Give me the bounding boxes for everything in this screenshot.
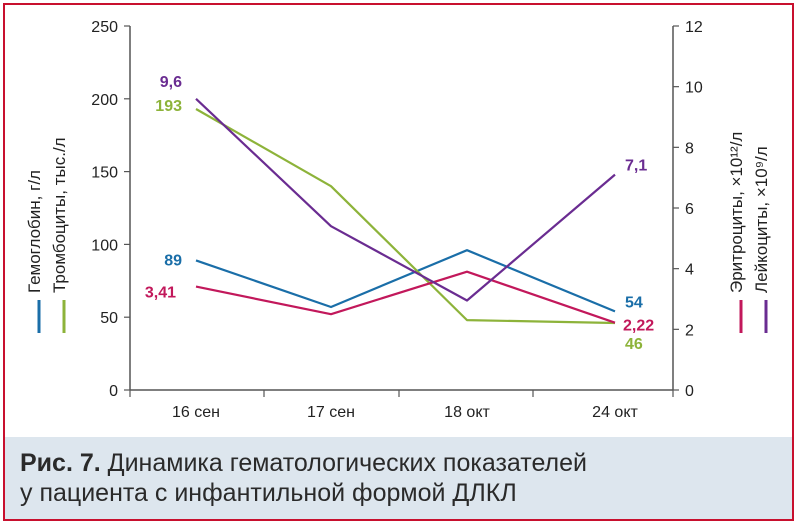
left-axis-title-platelets: Тромбоциты, тыс./л: [50, 137, 69, 293]
series-line: [195, 108, 616, 325]
right-tick-label: 0: [685, 383, 694, 400]
series-line: [195, 97, 616, 302]
left-tick-label: 150: [91, 165, 118, 182]
right-axis-title-erythrocytes: Эритроциты, ×10¹²/л: [727, 132, 746, 293]
series-line: [195, 270, 616, 324]
left-axis-title-hemoglobin: Гемоглобин, г/л: [25, 170, 44, 293]
right-axis-title-leukocytes: Лейкоциты, ×10⁹/л: [752, 146, 771, 293]
caption-figure-number: Рис. 7.: [20, 449, 101, 477]
x-tick-label: 17 сен: [307, 404, 355, 421]
data-label: 7,1: [625, 158, 647, 175]
right-tick-label: 6: [685, 201, 694, 218]
figure-caption: Рис. 7. Динамика гематологических показа…: [20, 448, 760, 508]
caption-line-2: у пациента с инфантильной формой ДЛКЛ: [20, 479, 517, 507]
series-line: [195, 249, 616, 313]
data-label: 3,41: [145, 285, 176, 302]
right-tick-label: 4: [685, 262, 694, 279]
data-label: 54: [625, 294, 643, 311]
x-tick-label: 18 окт: [444, 404, 490, 421]
right-tick-label: 8: [685, 140, 694, 157]
caption-background: [5, 437, 792, 519]
data-label: 193: [155, 98, 182, 115]
left-tick-label: 200: [91, 92, 118, 109]
data-label: 89: [164, 252, 182, 269]
left-tick-label: 250: [91, 19, 118, 36]
x-tick-label: 24 окт: [592, 404, 638, 421]
data-label: 9,6: [160, 74, 182, 91]
right-tick-label: 10: [685, 80, 703, 97]
data-label: 46: [625, 336, 643, 353]
data-label: 2,22: [623, 318, 654, 335]
right-tick-label: 12: [685, 19, 703, 36]
left-tick-label: 50: [100, 310, 118, 327]
caption-line-1: Динамика гематологических показателей: [100, 449, 587, 477]
left-tick-label: 100: [91, 237, 118, 254]
x-tick-label: 16 сен: [172, 404, 220, 421]
left-tick-label: 0: [109, 383, 118, 400]
right-tick-label: 2: [685, 322, 694, 339]
